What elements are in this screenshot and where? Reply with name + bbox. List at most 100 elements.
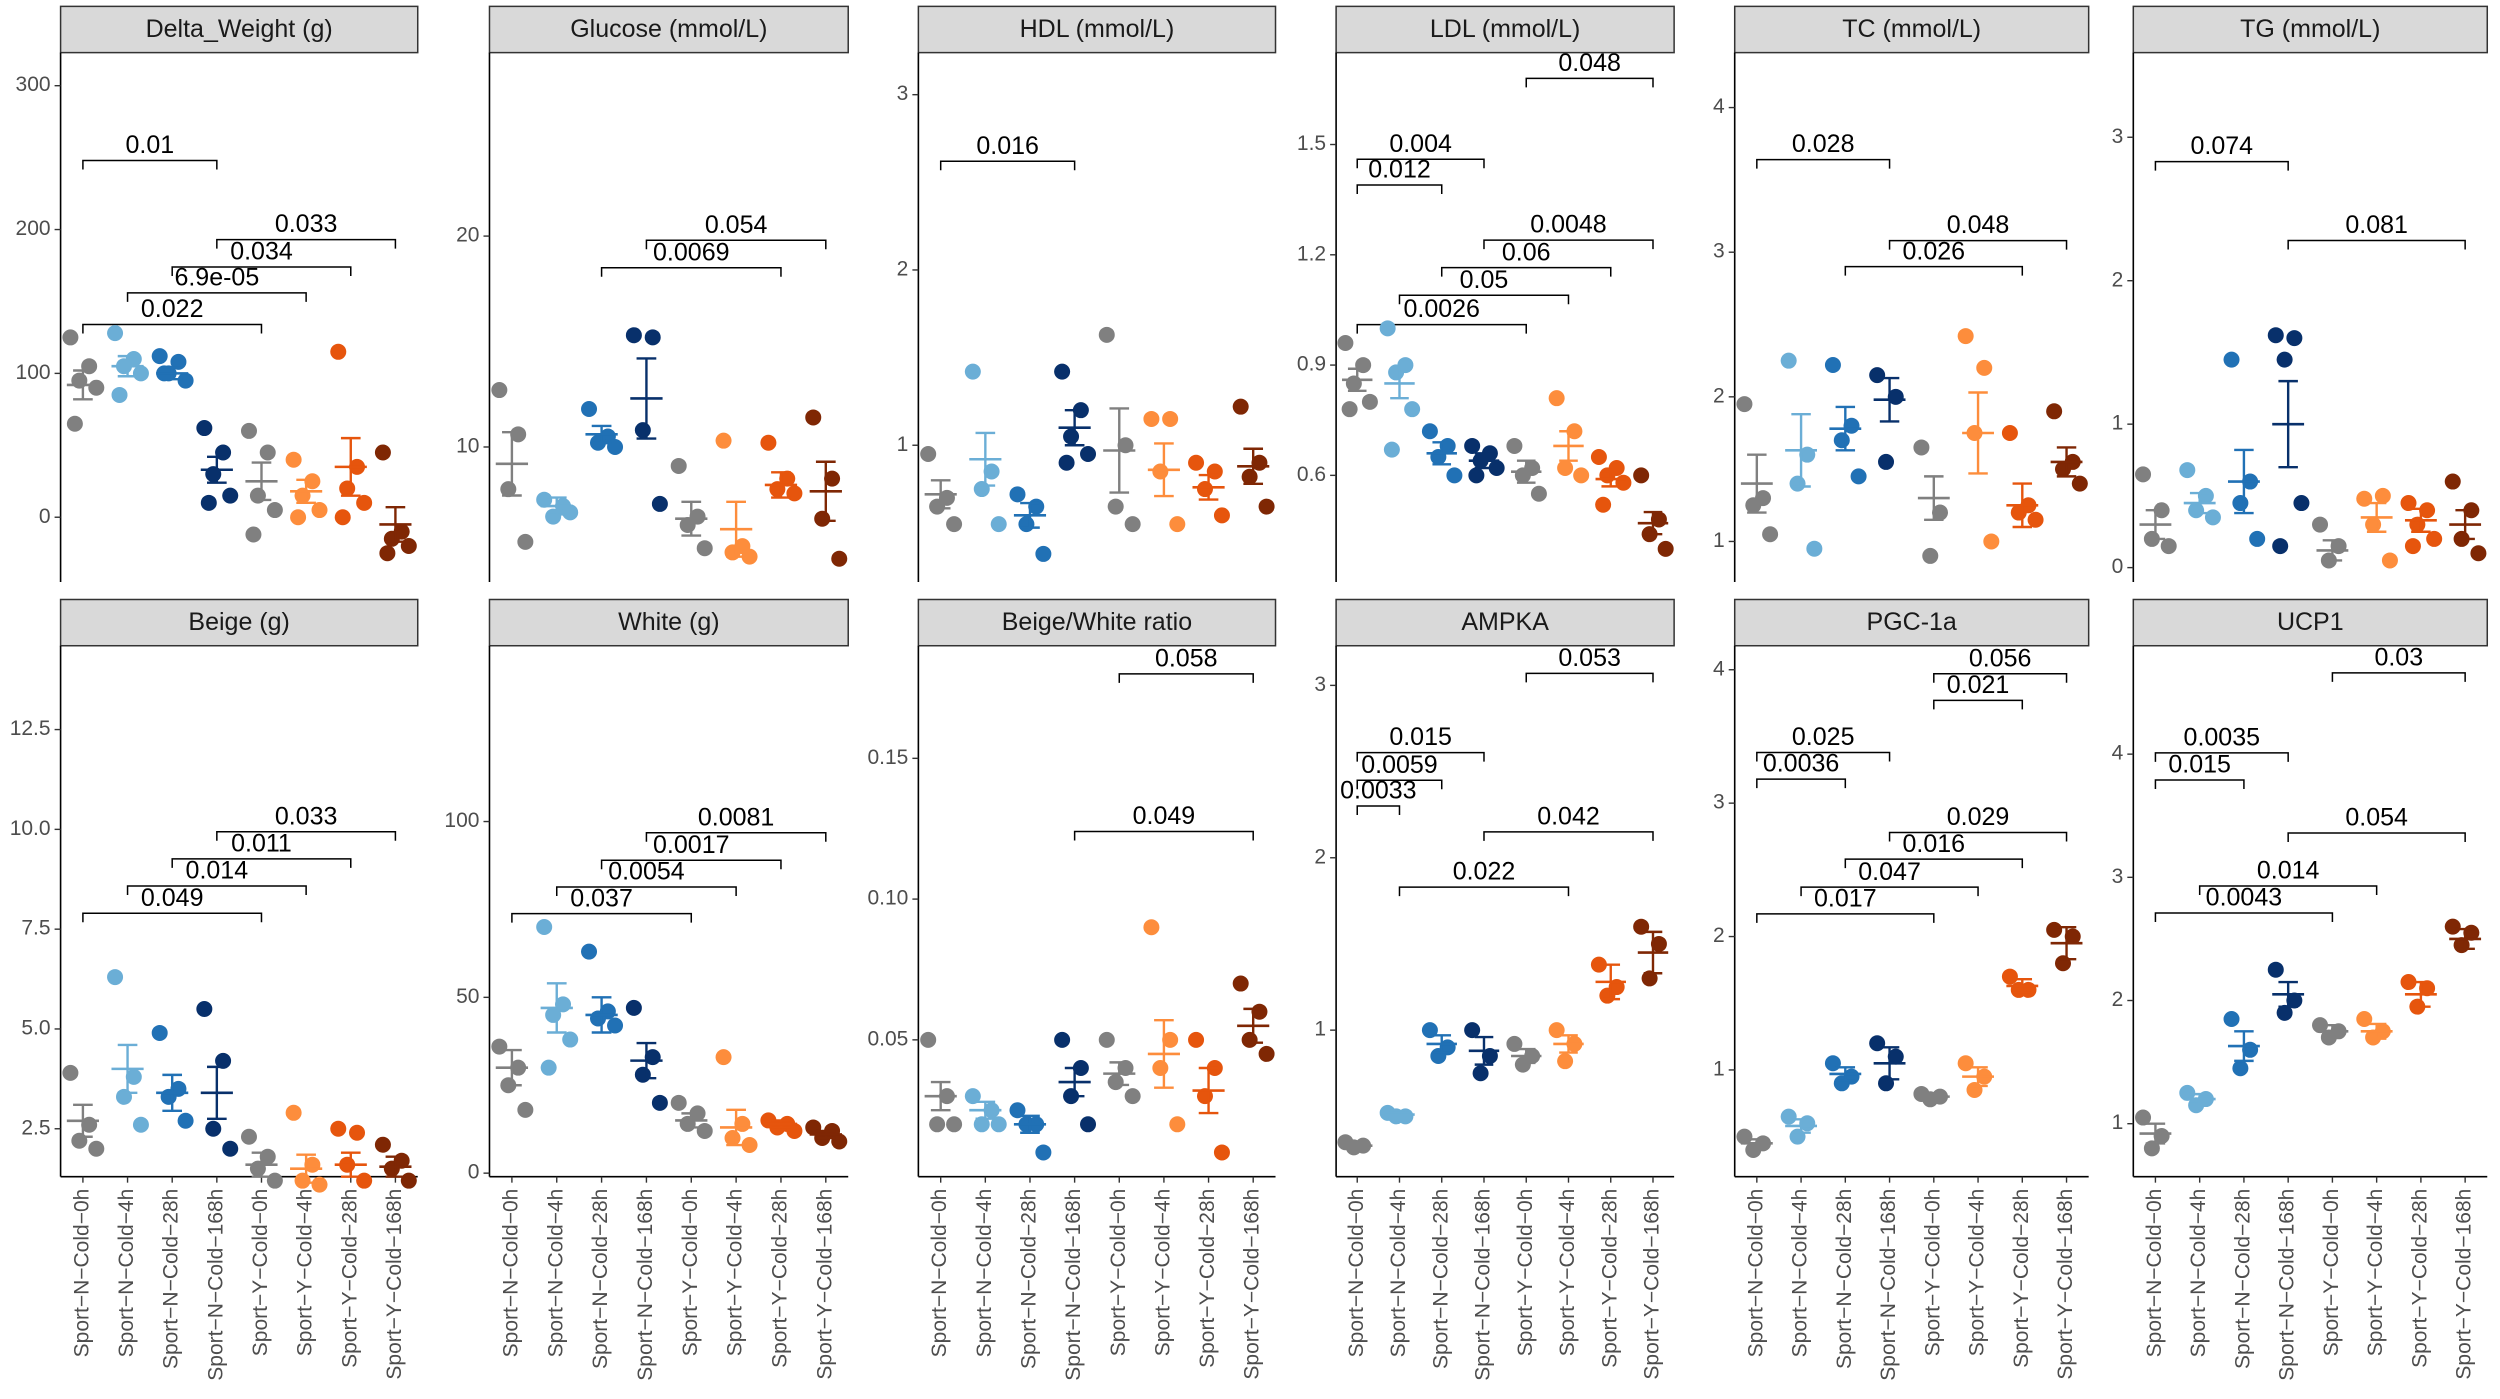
data-point [589,1010,606,1027]
data-point [2419,502,2436,519]
significance-bracket [1356,158,1485,169]
p-value: 0.048 [1558,49,1621,77]
data-point [1337,335,1354,352]
data-point [581,943,598,960]
data-point [1379,320,1396,337]
y-tick-label: 5.0 [21,1017,50,1040]
data-point [1932,504,1949,521]
data-point [1833,432,1850,449]
data-point [786,1122,803,1139]
data-point [786,485,803,502]
data-point [2010,981,2027,998]
x-tick-label: Sport−Y−Cold−4h [1556,1189,1579,1357]
y-tick-label: 0.6 [1297,463,1326,486]
p-value: 0.025 [1792,723,1855,751]
x-tick-label: Sport−Y−Cold−168h [1241,1189,1264,1380]
data-point [2010,504,2027,521]
data-point [536,491,553,508]
data-point [266,1172,283,1189]
x-tick-label: Sport−N−Cold−28h [1018,1189,1041,1369]
y-tick-label: 0.05 [867,1027,908,1050]
x-tick-label: Sport−Y−Cold−4h [724,1189,747,1357]
significance-bracket [216,831,397,841]
data-point [1162,1031,1179,1048]
data-point [2444,473,2461,490]
data-point [170,353,187,370]
data-point [196,420,213,437]
data-point [1736,1128,1753,1145]
significance-bracket [1756,778,1847,789]
data-point [125,1068,142,1085]
y-tick-label: 3 [1713,240,1725,263]
data-point [581,401,598,418]
data-point [625,999,642,1016]
data-point [107,325,124,342]
significance-bracket [1118,673,1254,683]
data-point [151,348,168,365]
y-tick-label: 2 [1713,384,1725,407]
x-tick-label: Sport−N−Cold−4h [1789,1189,1812,1358]
significance-bracket [1756,158,1891,169]
data-point [400,537,417,554]
data-point [1590,956,1607,973]
y-tick-label: 3 [1314,673,1326,696]
significance-bracket [1888,831,2068,842]
data-point [66,415,83,432]
data-point [1887,1048,1904,1065]
strip [917,598,1277,647]
data-point [964,363,981,380]
strip [2132,598,2489,647]
data-point [285,1104,302,1121]
data-point [2179,462,2196,479]
strip [917,5,1277,54]
panel-title: LDL (mmol/L) [1430,15,1581,43]
p-value: 0.014 [2257,857,2320,885]
x-tick-label: Sport−Y−Cold−0h [249,1189,272,1357]
data-point [374,1136,391,1153]
y-tick-label: 200 [16,217,51,240]
data-point [1736,396,1753,413]
data-point [562,1031,579,1048]
data-point [1976,359,1993,376]
data-point [946,516,963,533]
x-tick-label: Sport−N−Cold−4h [115,1189,138,1358]
data-point [1421,423,1438,440]
data-point [1468,467,1485,484]
p-value: 0.074 [2191,132,2254,160]
data-point [491,1038,508,1055]
x-tick-label: Sport−N−Cold−28h [2231,1189,2254,1369]
y-tick-label: 10 [456,435,479,458]
y-tick-label: 0 [468,1161,480,1184]
data-point [1557,460,1574,477]
significance-bracket [645,239,827,250]
y-tick-label: 12.5 [10,717,51,740]
data-point [2001,968,2018,985]
data-point [1345,375,1362,392]
panel-title: White (g) [618,608,719,636]
data-point [1430,1048,1447,1065]
x-tick-label: Sport−Y−Cold−0h [2320,1189,2343,1357]
significance-bracket [1525,77,1654,88]
y-tick-label: 100 [16,361,51,384]
data-point [1488,460,1505,477]
x-tick-label: Sport−Y−Cold−28h [2010,1189,2033,1368]
data-point [651,1094,668,1111]
significance-bracket [511,912,693,923]
data-point [1241,1031,1258,1048]
data-point [107,969,124,986]
x-tick-label: Sport−Y−Cold−4h [1151,1189,1174,1357]
p-value: 0.011 [231,830,292,858]
data-point [2267,961,2284,978]
data-point [2470,545,2487,562]
data-point [2160,538,2177,555]
data-point [1107,498,1124,515]
p-value: 0.026 [1903,237,1966,265]
significance-bracket [1398,294,1570,305]
y-tick-label: 7.5 [21,917,50,940]
data-point [1232,975,1249,992]
data-point [1058,454,1075,471]
data-point [2276,351,2293,368]
data-point [1383,441,1400,458]
data-point [330,343,347,360]
